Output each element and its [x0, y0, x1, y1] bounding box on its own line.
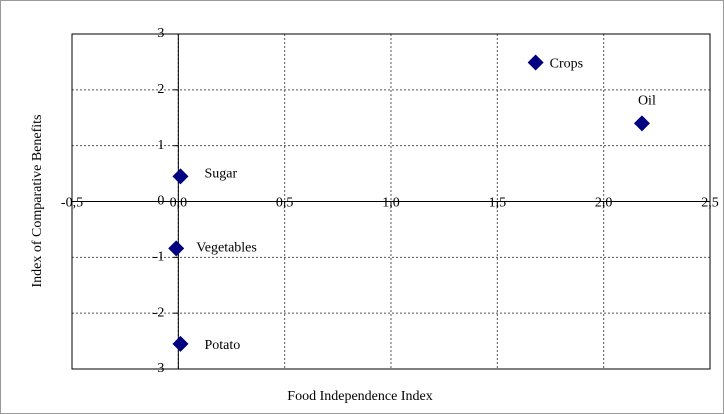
x-tick-label: -0,5	[61, 196, 83, 211]
point	[527, 54, 544, 71]
x-axis-title: Food Independence Index	[287, 389, 432, 404]
x-tick-label: 1,0	[382, 196, 400, 211]
y-tick-label: 2	[157, 82, 164, 97]
x-tick-label: 0,0	[170, 196, 188, 211]
x-tick-label: 0,5	[276, 196, 294, 211]
point	[168, 240, 185, 257]
y-tick-label: -1	[153, 250, 165, 265]
y-tick-label: -3	[153, 361, 165, 376]
point-label: Vegetables	[196, 241, 257, 256]
y-axis-title: Index of Comparative Benefits	[30, 114, 45, 287]
point-label: Oil	[638, 94, 656, 109]
x-tick-label: 1,5	[489, 196, 507, 211]
point	[172, 168, 189, 185]
point-label: Crops	[550, 57, 583, 72]
point-label: Sugar	[204, 167, 237, 182]
x-tick-label: 2,5	[701, 196, 719, 211]
y-tick-label: 1	[157, 138, 164, 153]
point	[172, 335, 189, 352]
point-label: Potato	[204, 338, 240, 353]
y-tick-label: 3	[157, 26, 164, 41]
y-tick-label: 0	[157, 194, 164, 209]
point	[633, 115, 650, 132]
y-tick-label: -2	[153, 305, 165, 320]
x-tick-label: 2,0	[595, 196, 613, 211]
